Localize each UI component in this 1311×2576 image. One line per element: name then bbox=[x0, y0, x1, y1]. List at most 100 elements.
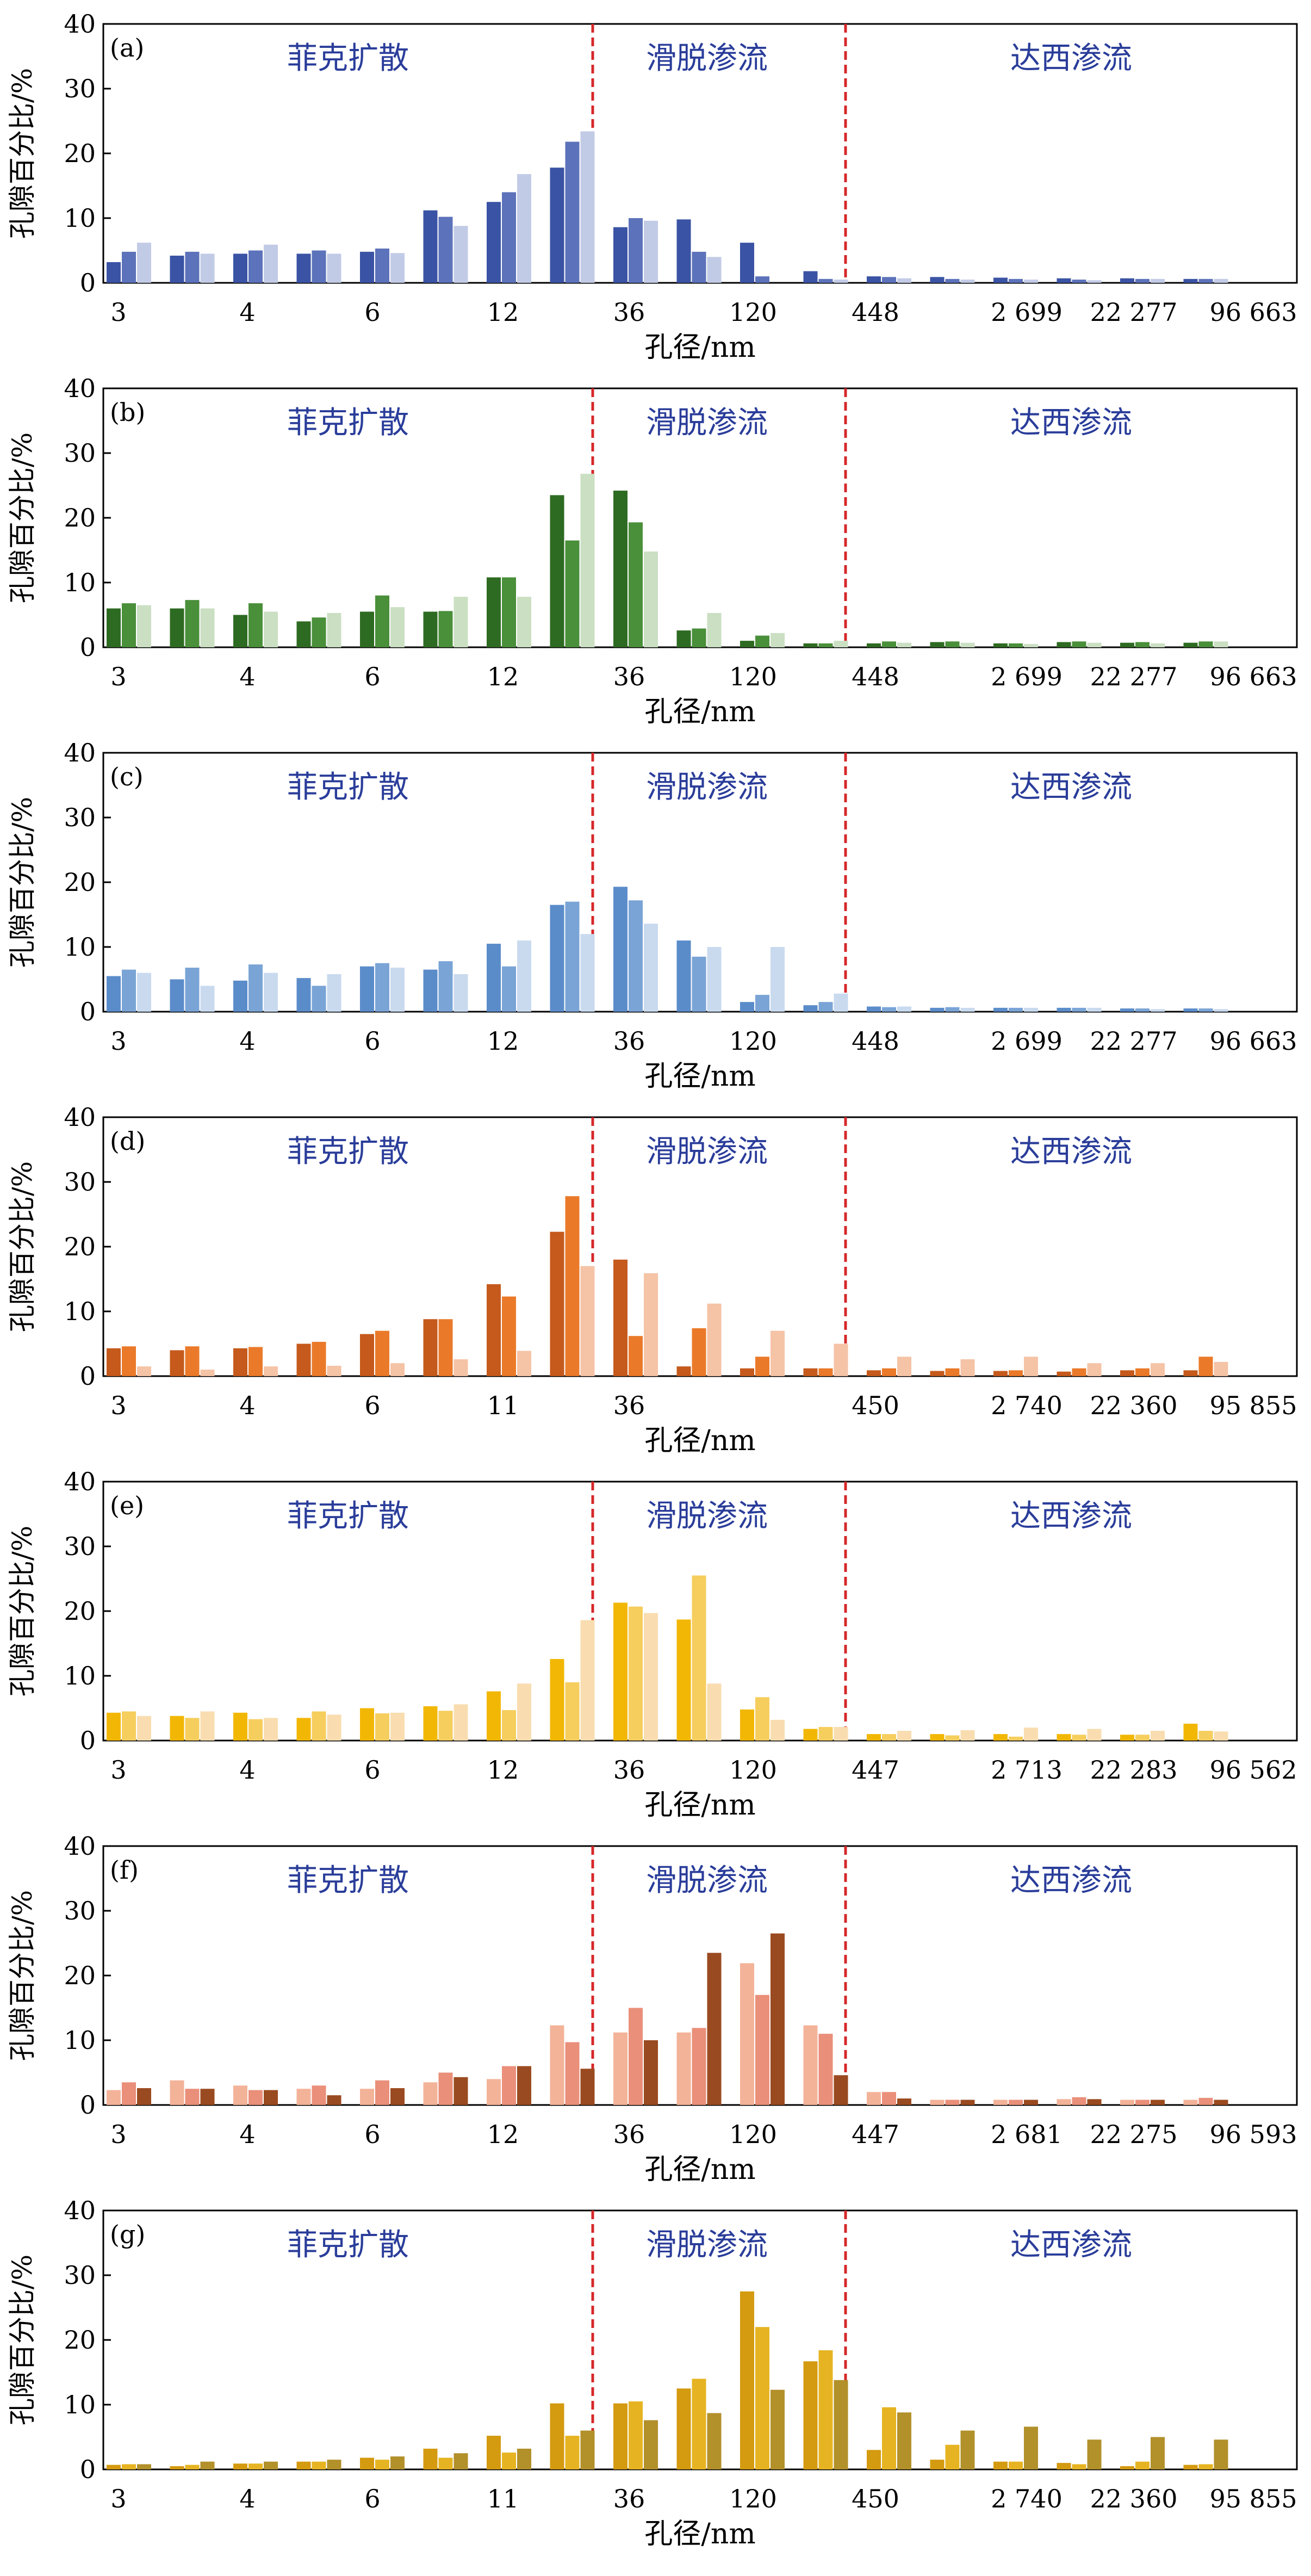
bar bbox=[629, 218, 643, 283]
bar bbox=[122, 2464, 136, 2469]
bar bbox=[1072, 1368, 1086, 1376]
bar bbox=[327, 253, 341, 283]
bar bbox=[550, 2403, 564, 2469]
bar bbox=[550, 2025, 564, 2105]
bar bbox=[771, 947, 785, 1012]
bar bbox=[629, 1336, 643, 1376]
bar bbox=[771, 2389, 785, 2469]
x-tick-label: 96 562 bbox=[1210, 1755, 1297, 1785]
region-label: 达西渗流 bbox=[1010, 1863, 1132, 1898]
bar bbox=[945, 2100, 960, 2105]
bar bbox=[1135, 2100, 1150, 2105]
x-tick-label: 12 bbox=[487, 1755, 519, 1785]
bar bbox=[502, 2453, 516, 2469]
bar bbox=[676, 219, 691, 283]
bar bbox=[993, 1371, 1008, 1376]
y-tick-label: 20 bbox=[64, 139, 96, 168]
bar bbox=[771, 1719, 785, 1741]
bar bbox=[502, 966, 516, 1012]
x-tick-label: 22 277 bbox=[1090, 1026, 1178, 1056]
bar bbox=[740, 1963, 754, 2105]
bar bbox=[312, 250, 326, 283]
bar bbox=[517, 2448, 531, 2469]
bar bbox=[1214, 1731, 1228, 1741]
bar bbox=[740, 1368, 754, 1376]
bar bbox=[629, 2401, 643, 2469]
bar bbox=[945, 1368, 960, 1376]
x-tick-label: 447 bbox=[852, 2120, 899, 2149]
bar bbox=[122, 603, 136, 647]
bar bbox=[1214, 641, 1228, 647]
bar bbox=[644, 2420, 658, 2469]
bar bbox=[185, 2464, 200, 2469]
bar bbox=[438, 611, 453, 647]
bar bbox=[960, 1359, 975, 1376]
bar bbox=[1151, 2100, 1165, 2105]
region-label: 达西渗流 bbox=[1010, 2227, 1132, 2263]
bar bbox=[613, 227, 627, 283]
bar bbox=[755, 635, 769, 647]
bar bbox=[1120, 642, 1134, 647]
bar bbox=[1135, 1735, 1150, 1741]
bar bbox=[676, 630, 691, 647]
y-tick-label: 0 bbox=[80, 997, 96, 1026]
bar bbox=[644, 1273, 658, 1376]
bar bbox=[1183, 278, 1198, 283]
region-label: 滑脱渗流 bbox=[646, 1498, 768, 1534]
y-tick-label: 10 bbox=[64, 2026, 96, 2055]
bar bbox=[676, 940, 691, 1012]
x-tick-label: 22 360 bbox=[1090, 2484, 1178, 2513]
bar bbox=[960, 1007, 975, 1012]
bar bbox=[327, 974, 341, 1012]
bar bbox=[390, 253, 405, 283]
bar bbox=[122, 2082, 136, 2105]
bar bbox=[327, 1714, 341, 1741]
bar bbox=[264, 611, 278, 647]
bar bbox=[200, 986, 215, 1012]
bar bbox=[740, 641, 754, 647]
x-tick-label: 2 699 bbox=[991, 662, 1063, 691]
bar bbox=[1057, 1734, 1071, 1741]
region-label: 滑脱渗流 bbox=[646, 1863, 768, 1898]
bar bbox=[296, 253, 311, 283]
bar bbox=[453, 2453, 468, 2469]
bar bbox=[550, 905, 564, 1012]
bar bbox=[200, 608, 215, 647]
x-tick-label: 3 bbox=[110, 2120, 126, 2149]
bar bbox=[375, 1330, 389, 1376]
bar bbox=[834, 641, 848, 647]
bar bbox=[613, 1602, 627, 1741]
bar bbox=[1151, 2437, 1165, 2469]
bar bbox=[233, 2463, 247, 2469]
x-tick-label: 120 bbox=[729, 2484, 777, 2513]
bar bbox=[170, 2466, 184, 2469]
y-axis-label: 孔隙百分比/% bbox=[7, 1526, 38, 1696]
y-tick-label: 10 bbox=[64, 932, 96, 962]
bar bbox=[580, 131, 595, 283]
x-tick-label: 6 bbox=[364, 2120, 380, 2149]
bar bbox=[580, 1620, 595, 1741]
bar bbox=[453, 974, 468, 1012]
y-tick-label: 10 bbox=[64, 2390, 96, 2419]
bar bbox=[360, 1334, 374, 1376]
bar bbox=[502, 1710, 516, 1741]
bar bbox=[867, 2450, 881, 2469]
y-tick-label: 20 bbox=[64, 503, 96, 532]
bar bbox=[107, 2090, 121, 2105]
bar bbox=[1024, 280, 1038, 283]
x-axis-label: 孔径/nm bbox=[644, 1060, 755, 1093]
bar bbox=[312, 1711, 326, 1741]
bar bbox=[248, 603, 263, 647]
bar bbox=[1057, 278, 1071, 283]
bar bbox=[1057, 2463, 1071, 2469]
bar bbox=[1135, 278, 1150, 283]
x-tick-label: 11 bbox=[487, 1391, 519, 1420]
bar bbox=[327, 612, 341, 647]
bar bbox=[137, 2464, 151, 2469]
bar bbox=[692, 956, 706, 1012]
bar bbox=[107, 608, 121, 647]
bar bbox=[137, 1366, 151, 1376]
bar bbox=[107, 2464, 121, 2469]
bar bbox=[312, 986, 326, 1012]
bar bbox=[818, 2350, 833, 2469]
